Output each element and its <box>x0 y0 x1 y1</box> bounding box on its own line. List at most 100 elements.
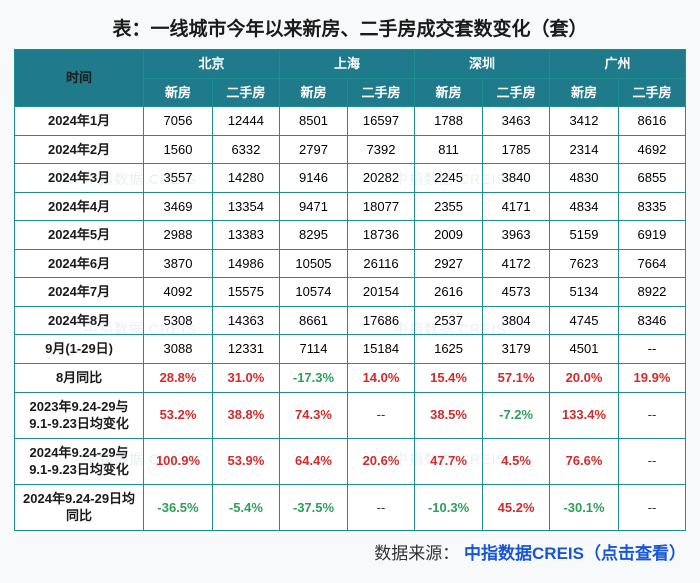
table-row: 8月同比28.8%31.0%-17.3%14.0%15.4%57.1%20.0%… <box>15 364 686 393</box>
row-label: 2024年5月 <box>15 221 144 250</box>
row-label: 9月(1-29日) <box>15 335 144 364</box>
data-cell: 20282 <box>348 164 415 193</box>
table-row: 2024年9.24-29与9.1-9.23日均变化100.9%53.9%64.4… <box>15 438 686 484</box>
pct-cell: 133.4% <box>550 392 619 438</box>
table-row: 2024年5月298813383829518736200939635159691… <box>15 221 686 250</box>
pct-cell: -10.3% <box>415 484 483 530</box>
data-cell: 2009 <box>415 221 483 250</box>
pct-cell: -37.5% <box>279 484 347 530</box>
housing-table: 时间 北京 上海 深圳 广州 新房二手房新房二手房新房二手房新房二手房 2024… <box>14 49 686 531</box>
pct-cell: 53.2% <box>144 392 213 438</box>
data-cell: 3412 <box>550 107 619 136</box>
table-row: 2024年9.24-29日均同比-36.5%-5.4%-37.5%---10.3… <box>15 484 686 530</box>
pct-cell: 20.6% <box>348 438 415 484</box>
data-cell: 3804 <box>483 306 550 335</box>
table-title: 表：一线城市今年以来新房、二手房成交套数变化（套） <box>14 14 686 41</box>
table-row: 2024年2月1560633227977392811178523144692 <box>15 135 686 164</box>
header-city-1: 上海 <box>279 50 414 79</box>
data-cell: 8616 <box>618 107 685 136</box>
data-cell: 17686 <box>348 306 415 335</box>
header-sub: 新房 <box>144 78 213 107</box>
data-cell: 1788 <box>415 107 483 136</box>
pct-cell: -5.4% <box>212 484 279 530</box>
data-cell: 14280 <box>212 164 279 193</box>
row-label: 2024年1月 <box>15 107 144 136</box>
row-label: 2024年9.24-29日均同比 <box>15 484 144 530</box>
data-cell: 8922 <box>618 278 685 307</box>
pct-cell: -17.3% <box>279 364 347 393</box>
header-city-0: 北京 <box>144 50 280 79</box>
data-cell: 7056 <box>144 107 213 136</box>
data-cell: 4830 <box>550 164 619 193</box>
pct-cell: 38.5% <box>415 392 483 438</box>
data-cell: 811 <box>415 135 483 164</box>
pct-cell: 28.8% <box>144 364 213 393</box>
data-cell: 6855 <box>618 164 685 193</box>
pct-cell: -- <box>618 484 685 530</box>
data-cell: 5159 <box>550 221 619 250</box>
data-cell: 7664 <box>618 249 685 278</box>
data-cell: 16597 <box>348 107 415 136</box>
data-cell: 4745 <box>550 306 619 335</box>
table-row: 2024年7月409215575105742015426164573513489… <box>15 278 686 307</box>
data-cell: 4171 <box>483 192 550 221</box>
row-label: 2024年7月 <box>15 278 144 307</box>
data-cell: 2616 <box>415 278 483 307</box>
row-label: 2024年2月 <box>15 135 144 164</box>
data-cell: 18077 <box>348 192 415 221</box>
pct-cell: -- <box>618 438 685 484</box>
data-cell: 2537 <box>415 306 483 335</box>
pct-cell: -- <box>348 484 415 530</box>
data-cell: 3963 <box>483 221 550 250</box>
pct-cell: -7.2% <box>483 392 550 438</box>
source-link[interactable]: 中指数据CREIS（点击查看） <box>464 544 686 563</box>
data-cell: 4834 <box>550 192 619 221</box>
table-row: 2024年3月355714280914620282224538404830685… <box>15 164 686 193</box>
data-cell: -- <box>618 335 685 364</box>
table-row: 9月(1-29日)308812331711415184162531794501-… <box>15 335 686 364</box>
data-cell: 4692 <box>618 135 685 164</box>
data-cell: 13383 <box>212 221 279 250</box>
data-cell: 2355 <box>415 192 483 221</box>
data-cell: 1560 <box>144 135 213 164</box>
pct-cell: 14.0% <box>348 364 415 393</box>
header-sub: 新房 <box>279 78 347 107</box>
row-label: 2024年8月 <box>15 306 144 335</box>
data-cell: 12331 <box>212 335 279 364</box>
data-cell: 4501 <box>550 335 619 364</box>
pct-cell: 47.7% <box>415 438 483 484</box>
pct-cell: 53.9% <box>212 438 279 484</box>
data-cell: 3088 <box>144 335 213 364</box>
data-cell: 3840 <box>483 164 550 193</box>
table-header: 时间 北京 上海 深圳 广州 新房二手房新房二手房新房二手房新房二手房 <box>15 50 686 107</box>
header-sub: 二手房 <box>618 78 685 107</box>
header-city-2: 深圳 <box>415 50 550 79</box>
data-cell: 5134 <box>550 278 619 307</box>
data-cell: 9471 <box>279 192 347 221</box>
data-cell: 6919 <box>618 221 685 250</box>
row-label: 2023年9.24-29与9.1-9.23日均变化 <box>15 392 144 438</box>
header-time: 时间 <box>15 50 144 107</box>
data-cell: 15184 <box>348 335 415 364</box>
data-cell: 1785 <box>483 135 550 164</box>
table-row: 2024年1月705612444850116597178834633412861… <box>15 107 686 136</box>
pct-cell: 20.0% <box>550 364 619 393</box>
data-cell: 5308 <box>144 306 213 335</box>
data-cell: 9146 <box>279 164 347 193</box>
data-cell: 3463 <box>483 107 550 136</box>
pct-cell: 57.1% <box>483 364 550 393</box>
data-cell: 18736 <box>348 221 415 250</box>
data-cell: 2988 <box>144 221 213 250</box>
table-body: 2024年1月705612444850116597178834633412861… <box>15 107 686 531</box>
data-cell: 8661 <box>279 306 347 335</box>
data-cell: 8501 <box>279 107 347 136</box>
pct-cell: 76.6% <box>550 438 619 484</box>
data-cell: 3179 <box>483 335 550 364</box>
data-cell: 7114 <box>279 335 347 364</box>
pct-cell: 31.0% <box>212 364 279 393</box>
data-cell: 4573 <box>483 278 550 307</box>
table-row: 2024年6月387014986105052611629274172762376… <box>15 249 686 278</box>
row-label: 2024年3月 <box>15 164 144 193</box>
header-sub: 二手房 <box>348 78 415 107</box>
data-cell: 20154 <box>348 278 415 307</box>
